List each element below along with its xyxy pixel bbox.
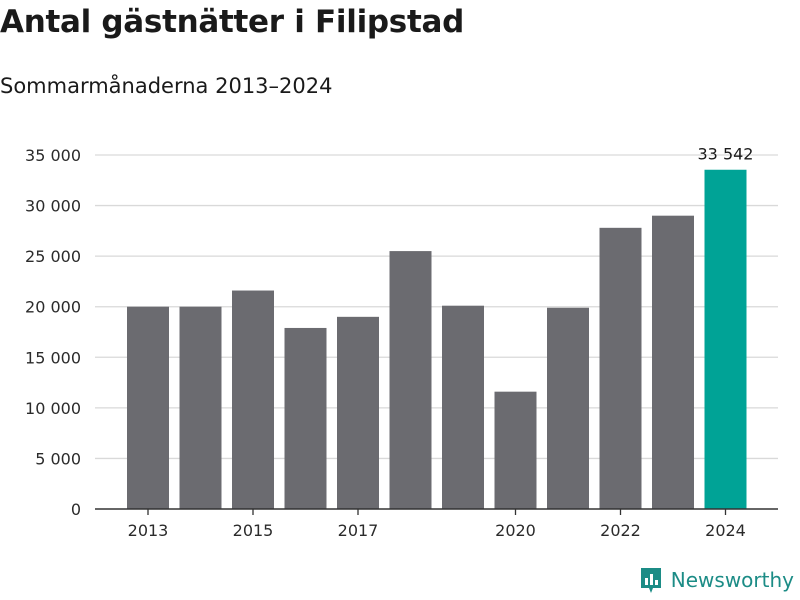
chart-title: Antal gästnätter i Filipstad bbox=[0, 4, 464, 40]
y-tick-label: 30 000 bbox=[25, 197, 81, 216]
bar-2018 bbox=[389, 251, 432, 510]
bar-2022 bbox=[599, 227, 642, 509]
y-tick-label: 0 bbox=[71, 500, 81, 519]
x-tick-label: 2020 bbox=[495, 521, 536, 540]
bar-2024 bbox=[704, 169, 747, 509]
y-tick-label: 20 000 bbox=[25, 298, 81, 317]
newsworthy-brand: Newsworthy bbox=[639, 566, 794, 594]
bar-2014 bbox=[179, 306, 222, 509]
newsworthy-logo-icon bbox=[640, 568, 661, 593]
bar-2023 bbox=[652, 215, 694, 509]
x-tick-label: 2015 bbox=[233, 521, 274, 540]
bar-2016 bbox=[284, 327, 327, 509]
y-tick-label: 5 000 bbox=[35, 449, 81, 468]
bar-2015 bbox=[232, 290, 274, 509]
y-tick-label: 35 000 bbox=[25, 146, 81, 165]
bar-2019 bbox=[442, 305, 484, 509]
y-tick-label: 25 000 bbox=[25, 247, 81, 266]
x-tick-label: 2024 bbox=[705, 521, 746, 540]
x-tick-label: 2017 bbox=[338, 521, 379, 540]
chart-subtitle: Sommarmånaderna 2013–2024 bbox=[0, 74, 333, 98]
bar-2021 bbox=[547, 307, 589, 509]
x-tick-label: 2022 bbox=[600, 521, 641, 540]
bar-2013 bbox=[127, 306, 169, 509]
brand-name: Newsworthy bbox=[670, 568, 794, 592]
y-tick-label: 10 000 bbox=[25, 399, 81, 418]
data-label-2024: 33 542 bbox=[698, 145, 754, 164]
x-tick-label: 2013 bbox=[128, 521, 169, 540]
y-tick-label: 15 000 bbox=[25, 348, 81, 367]
bar-2020 bbox=[494, 391, 537, 509]
bar-2017 bbox=[337, 316, 379, 509]
